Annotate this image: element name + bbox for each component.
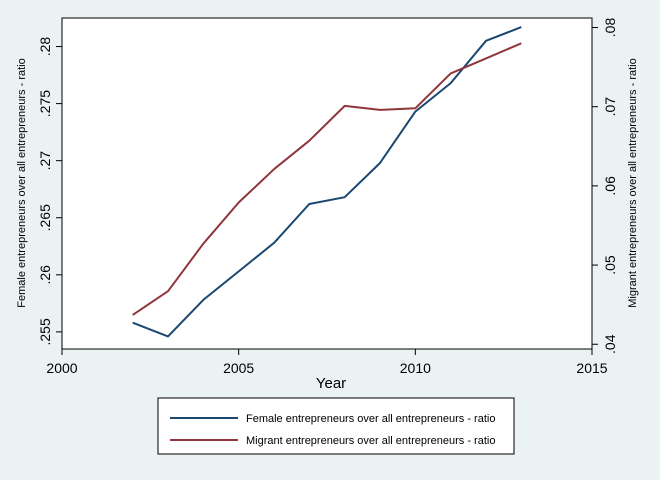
x-tick-label: 2015: [576, 360, 607, 376]
y-left-axis-title: Female entrepreneurs over all entreprene…: [16, 58, 28, 307]
y-right-tick-label: .06: [602, 176, 618, 196]
x-tick-label: 2000: [46, 360, 77, 376]
x-axis-title: Year: [316, 375, 346, 392]
legend-box: [157, 397, 515, 455]
legend-label-migrant: Migrant entrepreneurs over all entrepren…: [246, 435, 495, 447]
y-left-tick-label: .26: [37, 265, 53, 285]
y-left-tick-label: .255: [37, 318, 53, 345]
y-right-tick-label: .04: [602, 334, 618, 354]
y-right-tick-label: .08: [602, 18, 618, 38]
y-left-axis: .255 .26 .265 .27 .275 .28: [37, 37, 62, 346]
x-tick-label: 2005: [223, 360, 254, 376]
x-axis: 2000 2005 2010 2015: [46, 349, 608, 376]
y-left-tick-label: .28: [37, 37, 53, 57]
y-left-tick-label: .275: [37, 90, 53, 117]
migrant-ratio-line: [132, 42, 522, 316]
y-right-axis: .04 .05 .06 .07 .08: [592, 18, 618, 354]
y-left-tick-label: .27: [37, 151, 53, 171]
y-left-tick-label: .265: [37, 204, 53, 231]
plot-area: [61, 17, 593, 350]
x-tick-label: 2010: [400, 360, 431, 376]
y-right-tick-label: .05: [602, 255, 618, 275]
legend-label-female: Female entrepreneurs over all entreprene…: [246, 413, 495, 425]
legend: Female entrepreneurs over all entreprene…: [157, 397, 515, 455]
series-lines: [132, 26, 522, 338]
female-ratio-line: [132, 26, 522, 338]
y-right-tick-label: .07: [602, 97, 618, 117]
y-right-axis-title: Migrant entrepreneurs over all entrepren…: [627, 58, 639, 307]
